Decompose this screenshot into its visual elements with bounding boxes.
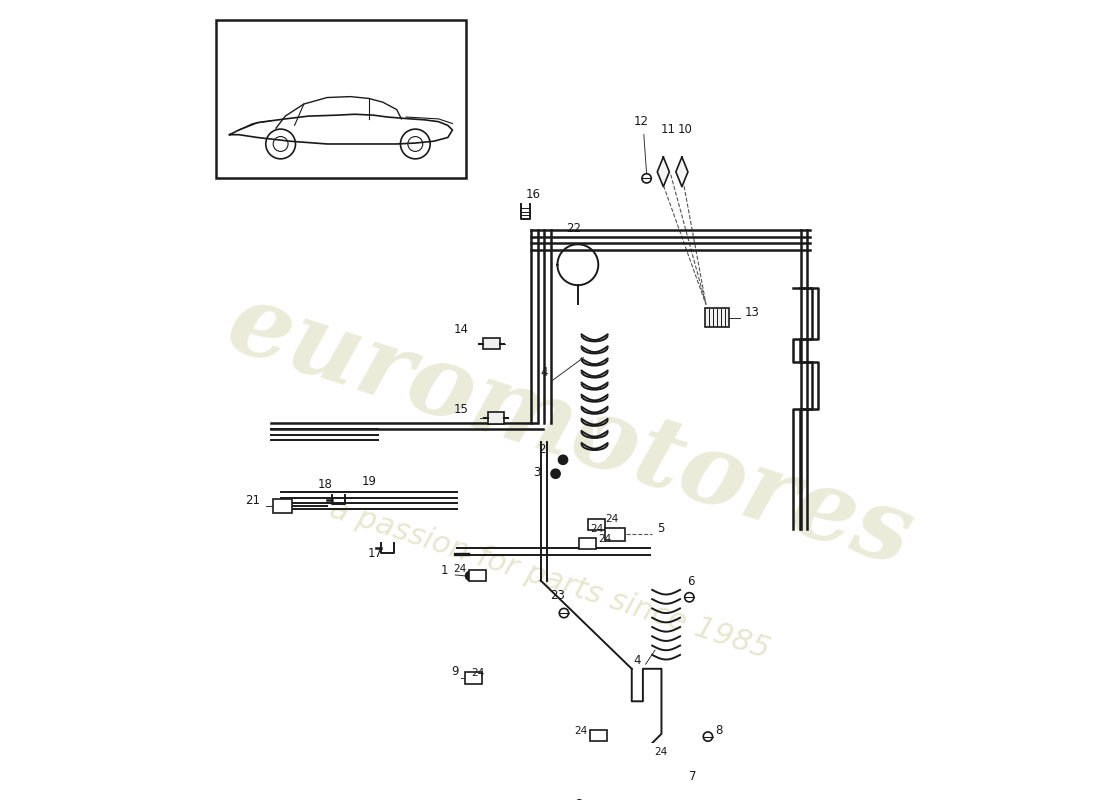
Bar [216, 21, 466, 178]
Text: 24: 24 [606, 514, 619, 524]
Text: 12: 12 [634, 115, 649, 128]
Bar [590, 730, 607, 742]
Circle shape [559, 455, 568, 465]
Text: 13: 13 [745, 306, 760, 319]
Bar [705, 308, 729, 327]
Bar [483, 338, 499, 350]
Text: 7: 7 [690, 770, 696, 783]
Bar [487, 413, 505, 423]
Text: 2: 2 [538, 443, 546, 456]
Text: euromotores: euromotores [216, 275, 925, 587]
Text: 24: 24 [574, 726, 587, 736]
Text: 18: 18 [318, 478, 332, 490]
Circle shape [675, 778, 684, 788]
Circle shape [465, 571, 475, 581]
Bar [635, 751, 651, 762]
Text: 16: 16 [526, 188, 541, 201]
Text: 24: 24 [598, 534, 612, 543]
Circle shape [551, 469, 560, 478]
Bar [605, 528, 625, 541]
Text: 24: 24 [471, 668, 484, 678]
Text: 22: 22 [565, 222, 581, 235]
Text: a passion for parts since 1985: a passion for parts since 1985 [327, 494, 773, 665]
Bar [470, 570, 486, 582]
Bar [273, 499, 292, 514]
Text: 14: 14 [453, 322, 469, 335]
Text: 17: 17 [367, 547, 383, 560]
Bar [588, 519, 605, 530]
Text: 4: 4 [634, 654, 641, 667]
Text: 3: 3 [575, 798, 583, 800]
Text: 5: 5 [657, 522, 664, 535]
Text: 19: 19 [362, 475, 376, 488]
Bar [579, 538, 595, 549]
Text: 4: 4 [540, 366, 548, 379]
Polygon shape [658, 157, 670, 186]
Bar [465, 672, 482, 684]
Text: 8: 8 [715, 724, 723, 737]
Text: 3: 3 [534, 466, 541, 478]
Text: 6: 6 [688, 575, 695, 588]
Polygon shape [675, 157, 688, 186]
Text: 15: 15 [453, 403, 469, 416]
Text: 21: 21 [245, 494, 261, 507]
Text: 9: 9 [451, 666, 459, 678]
Text: 24: 24 [453, 564, 466, 574]
Text: 24: 24 [654, 747, 668, 757]
Text: 1: 1 [440, 564, 448, 577]
Text: 24: 24 [591, 524, 604, 534]
Text: 11: 11 [660, 123, 675, 136]
Text: 10: 10 [678, 123, 692, 136]
Text: 23: 23 [550, 589, 565, 602]
